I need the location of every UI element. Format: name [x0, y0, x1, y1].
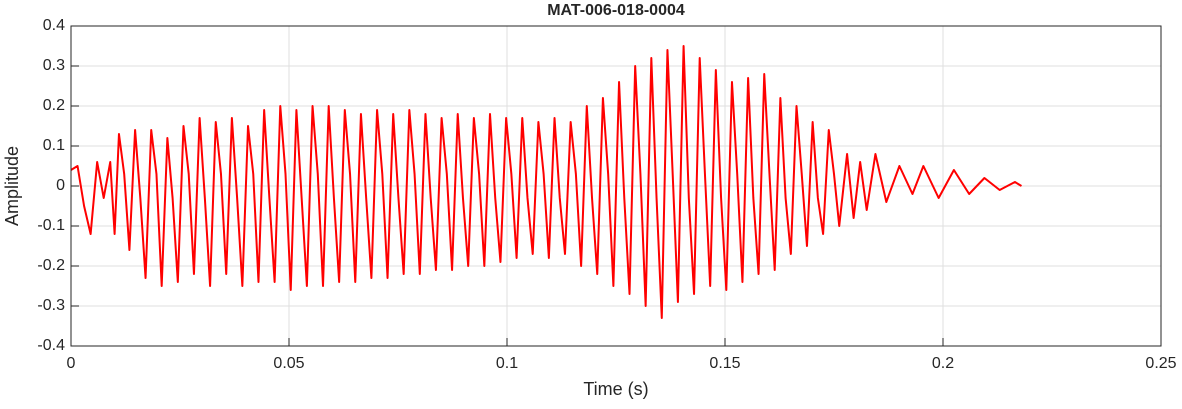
x-tick-label: 0.15	[709, 355, 740, 372]
y-tick-label: 0.1	[43, 137, 65, 154]
y-tick-label: 0	[56, 177, 65, 194]
axes-box	[70, 25, 1162, 347]
data-line	[70, 45, 1023, 319]
x-axis-label: Time (s)	[583, 379, 648, 399]
x-tick-label: 0.25	[1145, 355, 1176, 372]
x-tick-label: 0.2	[932, 355, 954, 372]
y-tick-label: -0.1	[37, 217, 65, 234]
chart-title: MAT-006-018-0004	[547, 2, 685, 19]
x-tick-label: 0.1	[496, 355, 518, 372]
y-tick-label: 0.3	[43, 57, 65, 74]
x-tick-label: 0	[67, 355, 76, 372]
y-axis-label: Amplitude	[2, 146, 22, 226]
y-tick-label: -0.4	[37, 337, 65, 354]
y-tick-label: -0.3	[37, 297, 65, 314]
y-tick-label: 0.2	[43, 97, 65, 114]
y-tick-label: 0.4	[43, 17, 65, 34]
x-tick-label: 0.05	[273, 355, 304, 372]
y-tick-label: -0.2	[37, 257, 65, 274]
